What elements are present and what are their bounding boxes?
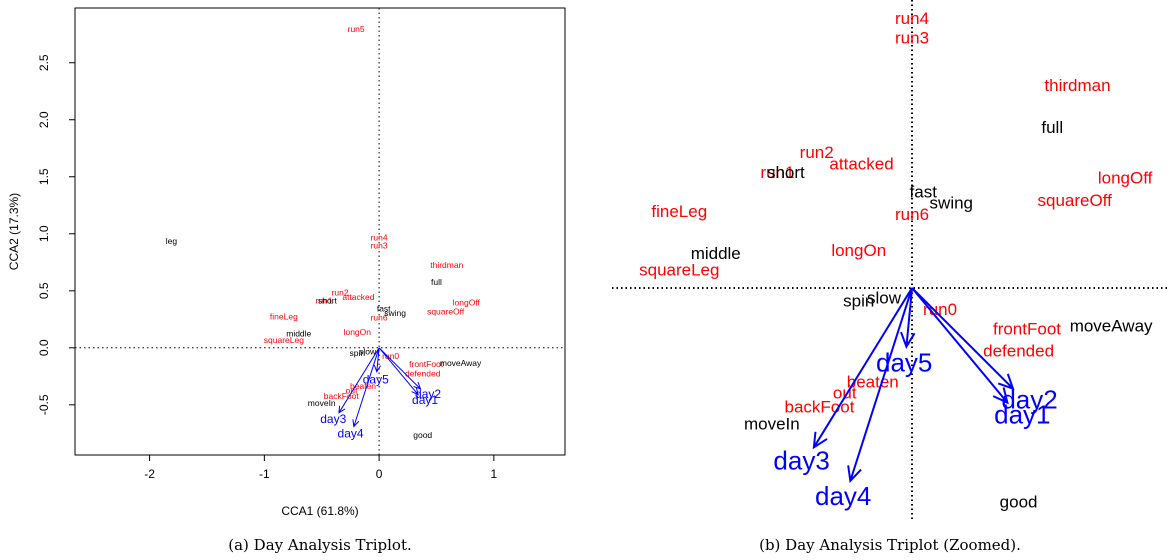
point-label: frontFoot [993,319,1061,338]
point-label: attacked [829,154,893,173]
point-label: run1 [760,163,794,182]
plot-box [74,7,566,456]
y-tick-label: 0.5 [37,282,51,299]
arrow-label: day1 [994,399,1050,429]
point-label: short [767,163,805,182]
point-label: squareLeg [639,261,719,280]
point-label: defended [983,342,1054,361]
arrow [338,347,380,414]
point-label: squareOff [427,307,465,317]
point-label: slow [359,347,377,357]
point-label: good [1000,493,1038,512]
y-tick-label: 1.5 [37,168,51,185]
point-label: run3 [895,29,929,48]
point-label: moveIn [308,398,336,408]
point-label: fineLeg [651,202,707,221]
point-label: full [431,277,442,287]
point-label: swing [384,308,406,318]
arrow [900,287,916,349]
point-label: run4 [371,233,388,243]
point-label: short [318,295,338,305]
point-label: middle [286,328,311,338]
x-tick-label: 1 [491,467,498,481]
y-tick-label: -0.5 [37,394,51,415]
arrow-label: day5 [363,372,389,386]
caption: (b) Day Analysis Triplot (Zoomed). [759,536,1021,554]
point-label: thirdman [1044,76,1110,95]
plot-area: run5run4run3thirdmanlongOffsquareOffrun2… [393,0,1170,520]
point-label: attacked [342,292,374,302]
arrow-label: day3 [773,446,829,476]
point-label: fast [377,303,391,313]
arrow [847,287,913,484]
y-tick-label: 2.5 [37,54,51,71]
arrow [378,347,422,390]
point-label: run0 [382,351,399,361]
point-label: frontFoot [409,359,444,369]
point-label: moveIn [744,414,800,433]
point-label: leg [393,17,416,36]
point-label: run4 [895,9,929,28]
point-label: backFoot [324,391,360,401]
arrow-label: day2 [415,387,441,401]
point-label: fast [910,182,938,201]
x-tick-label: -2 [144,467,155,481]
point-label: good [413,430,432,440]
point-label: squareLeg [264,335,304,345]
arrow-label: day5 [876,348,932,378]
x-tick-label: -1 [259,467,270,481]
point-label: full [1041,118,1063,137]
point-label: spin [843,291,874,310]
point-label: run5 [348,24,365,34]
point-label: run2 [800,143,834,162]
point-label: out [346,385,358,395]
point-label: run1 [316,295,333,305]
arrow-label: day4 [338,427,364,441]
point-label: longOn [831,241,886,260]
x-tick-label: 0 [376,467,383,481]
point-label: run6 [895,205,929,224]
point-label: middle [691,244,741,263]
point-label: fineLeg [270,311,298,321]
arrow [373,347,381,373]
point-label: run2 [332,287,349,297]
x-axis-label: CCA1 (61.8%) [281,504,358,518]
point-label: squareOff [1037,191,1112,210]
arrow [911,287,1015,391]
arrow-label: day1 [412,393,438,407]
arrow-label: day2 [1001,384,1057,414]
y-tick-label: 2.0 [37,111,51,128]
y-tick-label: 0.0 [37,339,51,356]
point-label: thirdman [430,260,463,270]
point-label: longOff [1098,168,1153,187]
point-label: run6 [371,312,388,322]
arrow [911,287,1009,405]
point-label: backFoot [785,398,855,417]
point-label: moveAway [1070,317,1153,336]
point-label: longOn [344,327,372,337]
arrow [352,347,380,428]
point-label: run3 [371,241,388,251]
y-tick-label: 1.0 [37,225,51,242]
caption: (a) Day Analysis Triplot. [228,536,412,554]
point-label: moveAway [440,358,482,368]
arrow [378,347,419,396]
arrow-label: day4 [815,481,871,511]
point-label: slow [867,289,902,308]
arrow-label: day3 [320,412,346,426]
point-label: leg [166,236,178,246]
point-label: longOff [453,298,481,308]
arrow [812,287,913,450]
y-axis-label: CCA2 (17.3%) [7,193,21,270]
point-label: run0 [923,300,957,319]
panel: run5run4run3thirdmanlongOffsquareOffrun2… [393,0,1170,554]
point-label: spin [349,348,365,358]
point-label: defended [405,368,441,378]
point-label: swing [930,194,973,213]
point-label: beaten [847,372,899,391]
point-label: beaten [350,381,376,391]
